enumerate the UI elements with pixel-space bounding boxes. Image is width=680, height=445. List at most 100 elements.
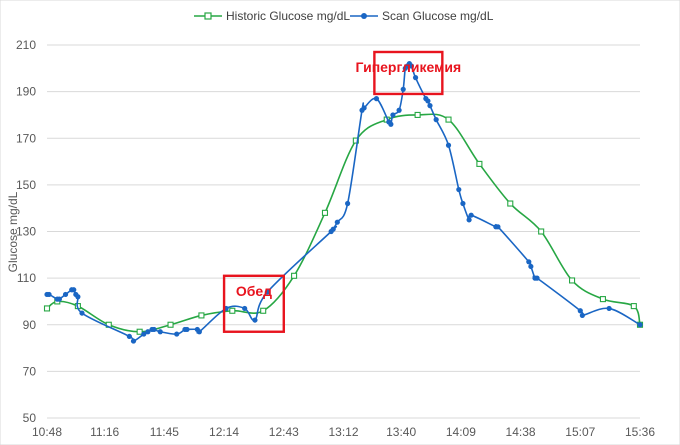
data-point-scan [126, 333, 132, 340]
data-point-scan [141, 331, 147, 337]
grid-layer [47, 44, 640, 419]
y-tick-label: 70 [23, 364, 37, 378]
legend-label-historic: Historic Glucose mg/dL [226, 9, 350, 23]
data-point-historic [136, 328, 143, 335]
legend-item-scan: Scan Glucose mg/dL [350, 9, 494, 23]
data-point-historic [599, 296, 606, 303]
y-tick-label: 130 [16, 225, 36, 239]
data-point-scan [264, 289, 270, 295]
data-point-scan [361, 105, 367, 111]
data-point-scan [534, 275, 540, 281]
data-point-scan [456, 186, 462, 193]
data-point-historic [229, 307, 236, 314]
data-point-scan [174, 331, 180, 337]
data-point-scan [579, 312, 585, 319]
y-tick-label: 110 [17, 271, 36, 285]
data-point-scan [75, 294, 81, 300]
data-point-historic [43, 305, 51, 312]
y-tick-label: 190 [16, 85, 36, 99]
x-tick-label: 11:45 [150, 425, 179, 439]
data-point-scan [373, 96, 380, 102]
data-point-scan [425, 98, 431, 104]
series-line-historic [46, 113, 641, 333]
data-point-scan [526, 259, 532, 265]
data-point-scan [345, 200, 351, 207]
data-point-historic [414, 111, 421, 118]
legend: Historic Glucose mg/dL Scan Glucose mg/d… [194, 9, 494, 23]
data-point-scan [145, 329, 151, 335]
data-point-scan [130, 338, 137, 344]
data-point-scan [412, 75, 419, 81]
data-point-historic [167, 321, 174, 328]
legend-marker-historic [204, 12, 212, 20]
data-point-scan [577, 308, 583, 314]
annotation-box [222, 274, 285, 333]
y-tick-label: 150 [16, 178, 36, 192]
legend-item-historic: Historic Glucose mg/dL [194, 9, 350, 23]
data-point-scan [445, 142, 452, 148]
y-tick-label: 170 [16, 131, 36, 145]
data-point-historic [538, 228, 545, 235]
series-scan [44, 61, 643, 344]
data-point-historic [569, 277, 576, 284]
annotation-layer: Обед Гипергликемия [222, 50, 462, 333]
data-point-historic [445, 116, 452, 123]
legend-label-scan: Scan Glucose mg/dL [382, 9, 494, 23]
x-tick-label: 15:07 [565, 425, 595, 439]
data-point-scan [466, 217, 472, 223]
data-point-scan [184, 326, 190, 333]
data-point-scan [242, 305, 248, 312]
data-point-scan [71, 287, 77, 293]
data-point-scan [468, 212, 474, 218]
x-tick-label: 13:12 [328, 425, 358, 439]
data-point-historic [630, 303, 637, 310]
x-tick-label: 12:14 [209, 425, 239, 439]
data-point-scan [56, 296, 62, 302]
x-tick-label: 15:36 [625, 425, 655, 439]
legend-marker-scan [361, 13, 367, 19]
data-point-scan [606, 305, 612, 312]
y-tick-label: 50 [23, 411, 37, 425]
data-point-scan [408, 63, 415, 69]
data-point-scan [460, 200, 466, 207]
data-point-historic [260, 307, 267, 314]
x-tick-label: 11:16 [90, 425, 119, 439]
data-point-scan [390, 112, 396, 118]
x-tick-label: 13:40 [386, 425, 416, 439]
y-axis-title: Glucose mg/dL [6, 191, 20, 272]
data-point-scan [252, 317, 258, 323]
data-point-scan [151, 326, 157, 333]
x-tick-label: 12:43 [269, 425, 299, 439]
annotation-label: Гипергликемия [356, 59, 462, 75]
data-point-scan [196, 329, 202, 335]
data-point-scan [528, 263, 534, 270]
data-point-scan [433, 117, 439, 123]
data-point-scan [330, 226, 336, 232]
data-point-scan [396, 107, 402, 113]
data-point-historic [198, 312, 205, 319]
data-point-scan [495, 224, 501, 230]
series-layer [43, 61, 644, 344]
axis-layer: 50 70 90 110 130 150 170 190 210 10:48 11:16 11:45 1… [16, 38, 655, 439]
data-point-historic [321, 209, 329, 216]
data-point-historic [507, 200, 514, 207]
x-tick-label: 14:38 [506, 425, 536, 439]
data-point-historic [352, 137, 359, 144]
data-point-scan [334, 219, 340, 225]
y-tick-label: 90 [23, 318, 37, 332]
data-point-scan [427, 103, 433, 109]
data-point-historic [476, 160, 483, 167]
y-tick-label: 210 [16, 38, 36, 52]
data-point-scan [637, 322, 643, 328]
data-point-scan [400, 86, 406, 92]
data-point-scan [46, 291, 52, 298]
annotation-label: Обед [236, 283, 272, 299]
data-point-scan [62, 291, 69, 298]
data-point-historic [291, 272, 298, 279]
data-point-scan [157, 329, 163, 335]
data-point-scan [388, 121, 394, 127]
annotation-box [373, 50, 444, 96]
